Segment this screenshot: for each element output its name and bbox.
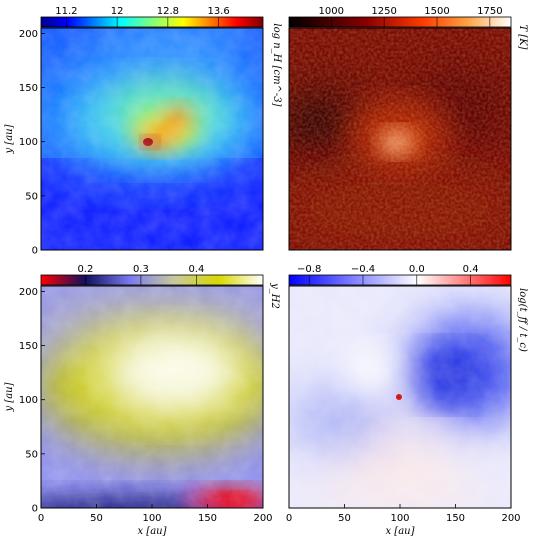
colorbar-tick-label: 1000 (319, 6, 344, 17)
colorbar-tick-label: 0.4 (188, 264, 204, 275)
y-tick-label: 0 (32, 504, 38, 515)
colorbar-label-density: log n_H [cm^-3] (271, 23, 282, 106)
x-tick-label: 150 (446, 513, 465, 524)
colorbar-label-timescale: log(t_ff / t_c) (517, 288, 528, 352)
heatmap-timescale (289, 286, 511, 508)
y-tick-label: 100 (19, 137, 38, 148)
colorbar-tick-label: 13.6 (207, 6, 229, 17)
heatmap-h2-fraction (41, 286, 263, 508)
colorbar-tick-label: 0.0 (409, 264, 425, 275)
x-tick-label: 0 (286, 513, 292, 524)
colorbar-tick-label: 0.4 (463, 264, 479, 275)
x-tick-label: 100 (390, 513, 409, 524)
colorbar-tick-label: 1750 (477, 6, 502, 17)
y-tick-label: 200 (19, 287, 38, 298)
x-tick-label: 100 (142, 513, 161, 524)
colorbar-tick-label: 1500 (424, 6, 449, 17)
colorbar-h2-fraction (40, 274, 264, 286)
colorbar-label-temperature: T [K] (517, 24, 528, 49)
colorbar-tick-label: 0.3 (133, 264, 149, 275)
y-axis-label-bottom: y [au] (4, 382, 15, 412)
colorbar-label-h2-fraction: y_H2 (269, 282, 280, 309)
y-tick-label: 50 (25, 191, 38, 202)
x-tick-label: 200 (253, 513, 272, 524)
x-tick-label: 0 (38, 513, 44, 524)
colorbar-tick-label: 0.2 (77, 264, 93, 275)
y-tick-label: 100 (19, 395, 38, 406)
panel-density (40, 16, 264, 251)
y-tick-label: 200 (19, 29, 38, 40)
plot-frame-temperature (288, 27, 512, 251)
x-tick-label: 50 (90, 513, 103, 524)
colorbar-density (40, 16, 264, 28)
colorbar-tick-label: 1250 (371, 6, 396, 17)
panel-timescale (288, 274, 512, 509)
y-tick-label: 150 (19, 83, 38, 94)
y-axis-label-top: y [au] (4, 124, 15, 154)
colorbar-tick-label: 12.8 (157, 6, 179, 17)
plot-frame-density (40, 27, 264, 251)
y-tick-label: 150 (19, 341, 38, 352)
x-tick-label: 50 (338, 513, 351, 524)
panel-temperature (288, 16, 512, 251)
y-tick-label: 50 (25, 449, 38, 460)
x-tick-label: 150 (198, 513, 217, 524)
x-axis-label-left: x [au] (137, 526, 166, 537)
colorbar-temperature (288, 16, 512, 28)
colorbar-tick-label: −0.4 (351, 264, 375, 275)
x-axis-label-right: x [au] (385, 526, 414, 537)
panel-h2-fraction (40, 274, 264, 509)
y-tick-label: 0 (32, 246, 38, 257)
x-tick-label: 200 (501, 513, 520, 524)
heatmap-temperature (289, 28, 511, 250)
colorbar-tick-label: 11.2 (55, 6, 77, 17)
heatmap-density (41, 28, 263, 250)
colorbar-timescale (288, 274, 512, 286)
colorbar-tick-label: −0.8 (297, 264, 321, 275)
colorbar-tick-label: 12 (111, 6, 124, 17)
